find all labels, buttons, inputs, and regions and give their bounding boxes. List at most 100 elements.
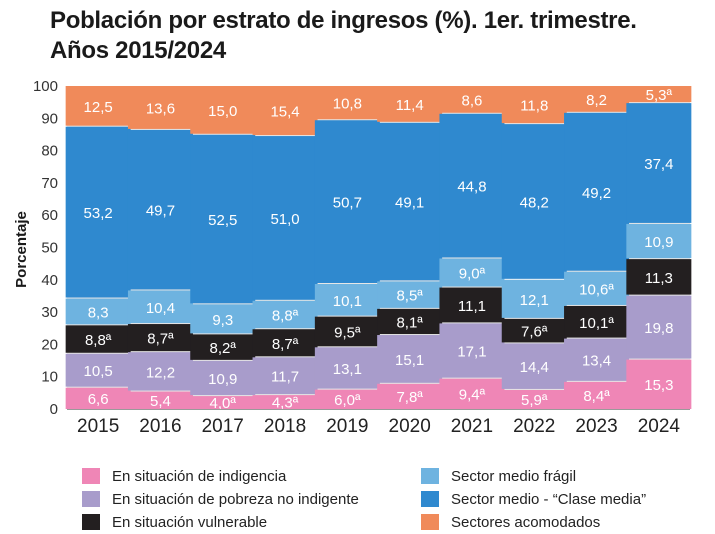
- bar-segment: [190, 396, 256, 409]
- bar-segment: [501, 86, 567, 124]
- bar-segment: [252, 357, 318, 395]
- bar-value-label: 9,4ª: [459, 386, 486, 403]
- chart-title-line-1: Población por estrato de ingresos (%). 1…: [50, 7, 637, 34]
- bar-segment: [564, 381, 630, 409]
- bar-segment: [314, 389, 380, 409]
- bar-segment: [626, 295, 692, 359]
- bar-value-label: 15,1: [395, 352, 424, 369]
- x-tick-label: 2020: [389, 416, 431, 437]
- bar-segment: [377, 308, 443, 335]
- bar-segment: [314, 120, 380, 283]
- bar-segment: [439, 378, 505, 409]
- legend-swatch-pobreza-no-indigente: [82, 491, 100, 507]
- bar-value-label: 11,3: [645, 270, 673, 287]
- bar-segment: [501, 389, 567, 409]
- bar-value-label: 10,1ª: [579, 315, 614, 332]
- bar-segment: [252, 136, 318, 300]
- chart-title-line-2: Años 2015/2024: [50, 37, 226, 64]
- bar-segment: [127, 391, 193, 409]
- legend-label-clase-media: Sector medio - “Clase media”: [451, 490, 647, 508]
- legend-swatch-vulnerable: [82, 514, 100, 530]
- bar-value-label: 4,3ª: [272, 395, 299, 412]
- bar-segment: [377, 281, 443, 308]
- x-tick-label: 2021: [451, 416, 493, 437]
- bar-value-label: 11,8: [520, 98, 548, 115]
- bar-value-label: 49,2: [582, 185, 611, 202]
- legend-label-acomodados: Sectores acomodados: [451, 513, 601, 531]
- bar-segment: [501, 279, 567, 318]
- bar-segment: [190, 334, 256, 360]
- bar-value-label: 49,1: [395, 195, 424, 212]
- bar-segment: [564, 112, 630, 271]
- y-axis-label: Porcentaje: [13, 211, 30, 288]
- bar-segment: [377, 335, 443, 383]
- bar-segment: [190, 134, 256, 304]
- bar-segment: [439, 323, 505, 378]
- bar-value-label: 4,0ª: [210, 395, 237, 412]
- bar-value-label: 51,0: [270, 211, 299, 228]
- bar-segment: [439, 86, 505, 113]
- bar-value-label: 15,0: [208, 103, 237, 120]
- bar-value-label: 8,2ª: [210, 340, 237, 357]
- legend-swatch-clase-media: [421, 491, 439, 507]
- legend-swatch-medio-fragil: [421, 468, 439, 484]
- bar-segment: [314, 86, 380, 120]
- bar-segment: [626, 259, 692, 295]
- y-tick-label: 20: [41, 336, 58, 353]
- legend-item-pobreza-no-indigente: En situación de pobreza no indigente: [82, 489, 359, 509]
- y-tick-label: 100: [33, 78, 58, 95]
- y-tick-label: 50: [41, 240, 58, 257]
- bar-segment: [127, 129, 193, 290]
- bar-value-label: 7,6ª: [521, 324, 548, 341]
- bar-value-label: 8,7ª: [147, 331, 174, 348]
- x-tick-label: 2018: [264, 416, 306, 437]
- legend-item-vulnerable: En situación vulnerable: [82, 512, 267, 532]
- bar-value-label: 49,7: [146, 203, 175, 220]
- bar-segment: [377, 122, 443, 281]
- bar-value-label: 7,8ª: [396, 389, 423, 406]
- bar-value-label: 10,8: [333, 96, 362, 113]
- y-tick-label: 0: [50, 401, 58, 418]
- bar-value-label: 14,4: [520, 359, 549, 376]
- bar-value-label: 6,6: [88, 391, 109, 408]
- y-tick-label: 10: [41, 369, 58, 386]
- bar-value-label: 37,4: [644, 156, 673, 173]
- bar-segment: [626, 359, 692, 409]
- y-tick-label: 70: [41, 175, 58, 192]
- bar-segment: [127, 324, 193, 352]
- bar-value-label: 10,4: [146, 300, 175, 317]
- legend-swatch-acomodados: [421, 514, 439, 530]
- bar-segment: [252, 395, 318, 409]
- y-tick-label: 30: [41, 304, 58, 321]
- bar-value-label: 10,5: [84, 363, 113, 380]
- bar-value-label: 15,3: [644, 377, 673, 394]
- bar-value-label: 9,3: [212, 312, 233, 329]
- legend-item-clase-media: Sector medio - “Clase media”: [421, 489, 646, 509]
- x-tick-label: 2024: [638, 416, 681, 437]
- bar-value-label: 8,6: [462, 92, 483, 109]
- bar-value-label: 9,5ª: [334, 324, 361, 341]
- bar-segment: [190, 86, 256, 134]
- bar-value-label: 48,2: [520, 194, 549, 211]
- legend-label-indigencia: En situación de indigencia: [112, 467, 287, 485]
- bar-value-label: 8,5ª: [396, 288, 423, 305]
- bar-segment: [314, 283, 380, 316]
- x-tick-label: 2023: [575, 416, 617, 437]
- bar-segment: [127, 86, 193, 129]
- bar-segment: [564, 86, 630, 112]
- bar-value-label: 8,7ª: [272, 336, 299, 353]
- x-tick-label: 2022: [513, 416, 555, 437]
- bar-value-label: 12,2: [146, 364, 175, 381]
- bar-value-label: 8,4ª: [583, 388, 610, 405]
- bar-segment: [564, 305, 630, 338]
- bar-segment: [314, 316, 380, 347]
- bar-value-label: 10,1: [333, 293, 362, 310]
- bar-value-label: 15,4: [270, 104, 299, 121]
- legend-item-medio-fragil: Sector medio frágil: [421, 466, 576, 486]
- bar-segment: [65, 298, 131, 325]
- bar-value-label: 8,1ª: [396, 314, 423, 331]
- bar-segment: [439, 113, 505, 258]
- bar-value-label: 19,8: [644, 320, 673, 337]
- x-tick-label: 2016: [139, 416, 181, 437]
- bar-value-label: 11,7: [271, 369, 299, 386]
